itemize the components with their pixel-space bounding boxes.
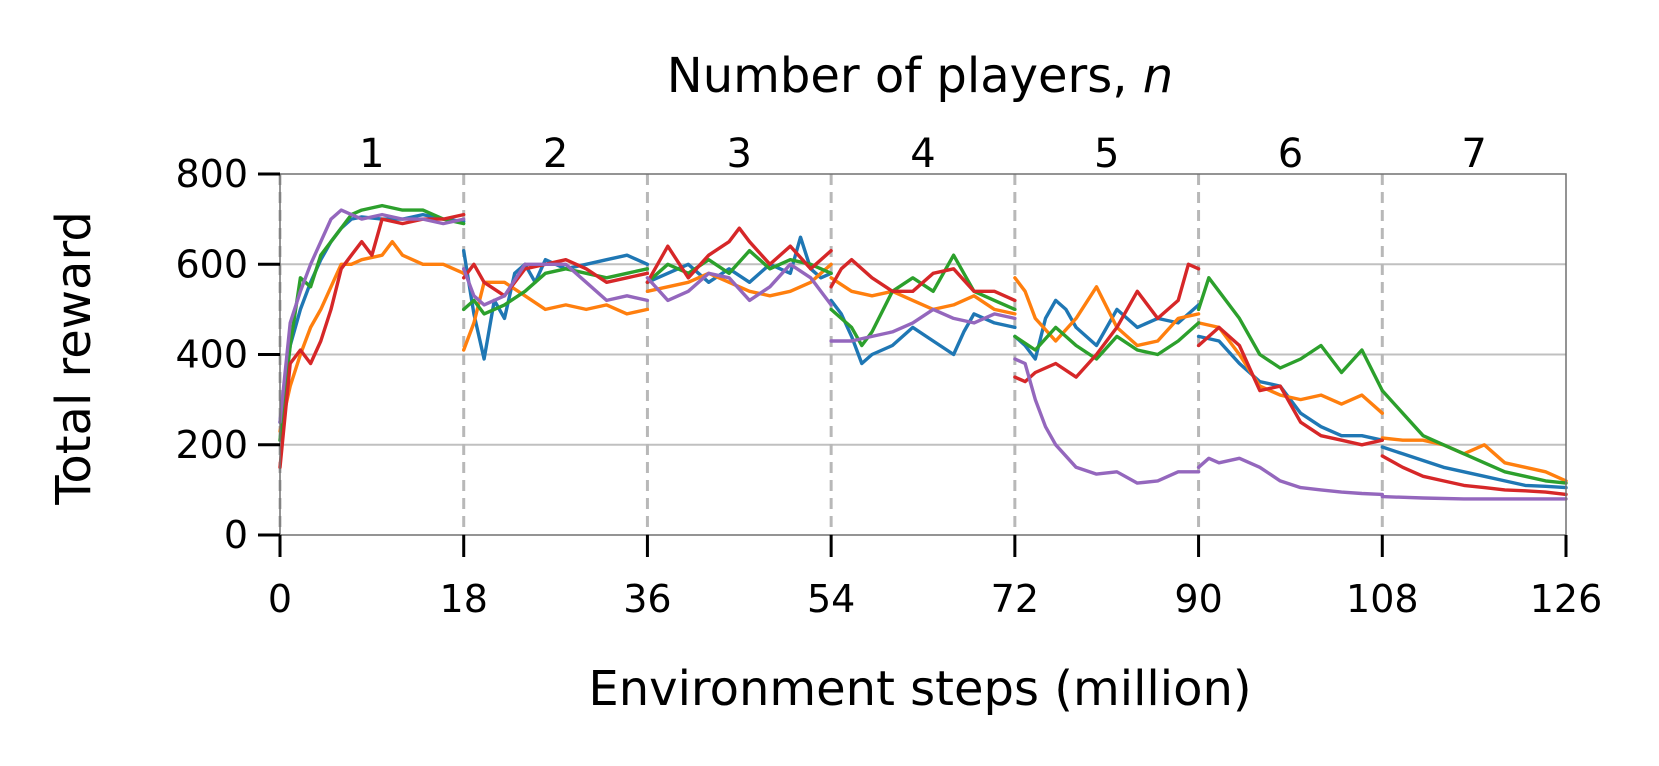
series-line-2 <box>1013 276 1201 348</box>
x-tick-label: 126 <box>1530 577 1603 621</box>
stage-label: 4 <box>910 131 935 177</box>
x-tick-label: 90 <box>1174 577 1222 621</box>
series-line-4 <box>1380 454 1568 497</box>
series-line-3 <box>1196 276 1384 393</box>
series-line-4 <box>829 258 1017 303</box>
y-tick-label: 400 <box>175 333 248 377</box>
y-tick-label: 600 <box>175 242 248 286</box>
series-line-5 <box>829 307 1017 343</box>
series-line-1 <box>829 298 1017 366</box>
stage-label: 1 <box>359 131 384 177</box>
series-line-1 <box>1196 334 1384 442</box>
series-line-3 <box>278 203 466 442</box>
x-axis-title: Environment steps (million) <box>588 661 1251 717</box>
series-line-4 <box>1196 325 1384 447</box>
series-line-1 <box>645 235 833 284</box>
x-axis-ticks: 0 18 36 54 72 90 108 126 <box>268 535 1602 621</box>
series-line-1 <box>278 212 466 424</box>
series-line-2 <box>829 276 1017 316</box>
y-axis-ticks: 0 200 400 600 800 <box>175 152 280 557</box>
top-axis-stage-labels: 1 2 3 4 5 6 7 <box>359 131 1487 177</box>
series-line-3 <box>1013 321 1201 361</box>
series-line-5 <box>278 208 466 424</box>
horizontal-gridlines <box>280 263 1566 446</box>
x-tick-label: 54 <box>807 577 855 621</box>
stage-label: 2 <box>543 131 568 177</box>
series-line-2 <box>1380 436 1568 483</box>
stage-label: 6 <box>1278 131 1303 177</box>
series-line-1 <box>462 249 650 361</box>
x-tick-label: 36 <box>623 577 671 621</box>
series-line-5 <box>1380 494 1568 501</box>
stage-label: 3 <box>727 131 752 177</box>
series-line-5 <box>645 262 833 307</box>
series-line-3 <box>1380 388 1568 485</box>
series-line-2 <box>278 240 466 433</box>
series-line-2 <box>462 280 650 352</box>
x-tick-label: 0 <box>268 577 292 621</box>
series-lines <box>278 203 1568 501</box>
series-line-3 <box>462 267 650 316</box>
top-axis-title: Number of players, n <box>667 48 1173 104</box>
x-tick-label: 72 <box>991 577 1039 621</box>
x-tick-label: 18 <box>440 577 488 621</box>
series-line-5 <box>462 262 650 307</box>
series-line-4 <box>278 212 466 469</box>
series-line-2 <box>1196 321 1384 415</box>
series-line-4 <box>645 226 833 284</box>
x-tick-label: 108 <box>1346 577 1419 621</box>
stage-label: 7 <box>1461 131 1486 177</box>
series-line-4 <box>1013 262 1201 384</box>
series-line-5 <box>1013 357 1201 485</box>
series-line-3 <box>829 253 1017 348</box>
series-line-1 <box>1380 445 1568 490</box>
y-tick-label: 800 <box>175 152 248 196</box>
y-tick-label: 0 <box>224 513 248 557</box>
series-line-3 <box>645 249 833 284</box>
y-axis-title: Total reward <box>46 211 102 506</box>
stage-label: 5 <box>1094 131 1119 177</box>
y-tick-label: 200 <box>175 423 248 467</box>
series-line-5 <box>1196 456 1384 497</box>
